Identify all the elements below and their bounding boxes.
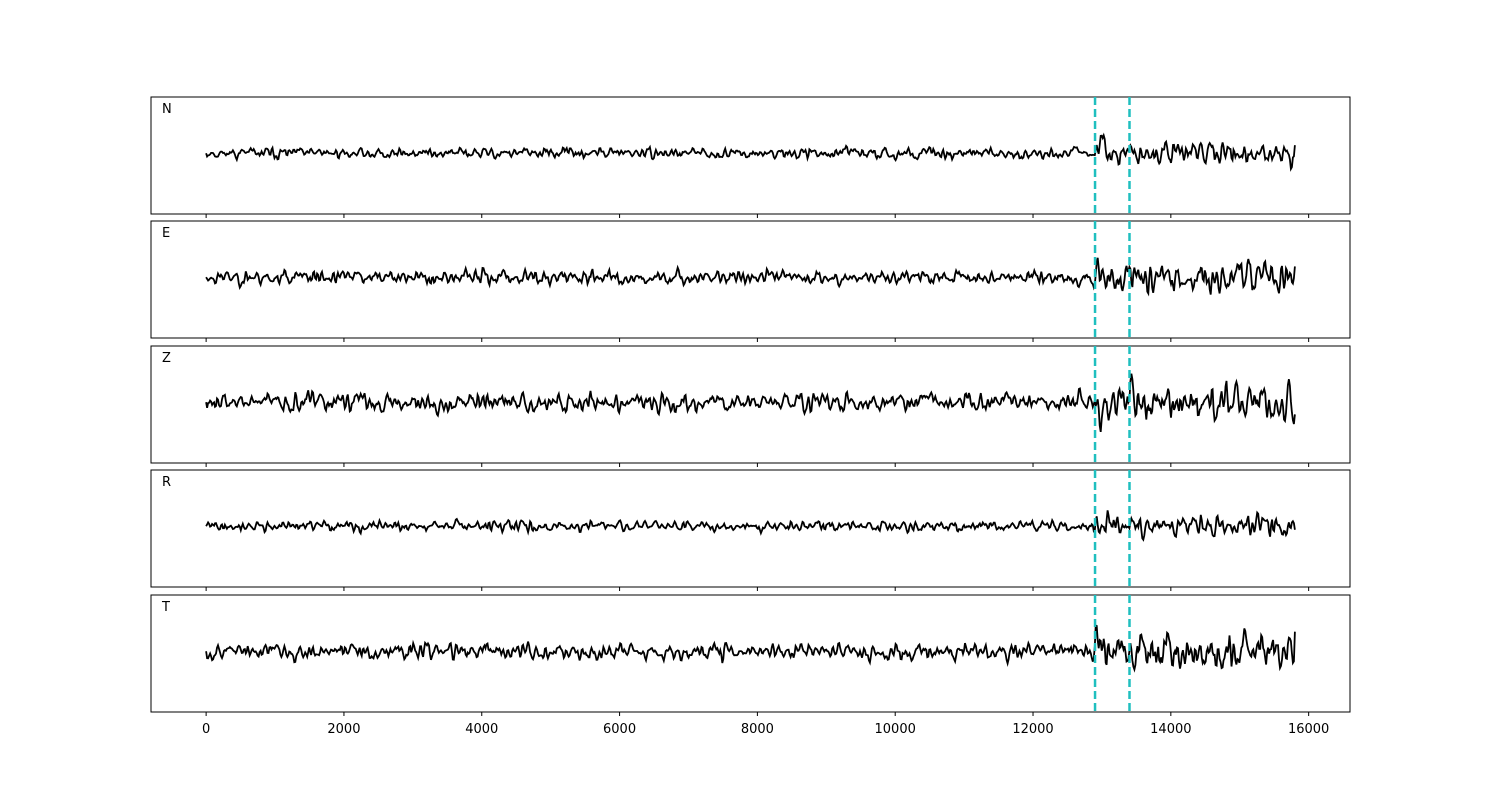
panel-label: T bbox=[161, 600, 170, 615]
panel-z: Z bbox=[150, 345, 1351, 467]
waveform-trace bbox=[205, 510, 1296, 542]
x-tick-label: 4000 bbox=[465, 722, 498, 737]
x-tick-label: 8000 bbox=[741, 722, 774, 737]
waveform-trace bbox=[205, 257, 1296, 297]
x-tick-label: 0 bbox=[202, 722, 210, 737]
waveform-trace bbox=[205, 624, 1296, 673]
x-tick-label: 2000 bbox=[327, 722, 360, 737]
panel-frame bbox=[150, 594, 1351, 713]
panel-n: N bbox=[150, 96, 1351, 218]
panel-label: R bbox=[162, 475, 171, 490]
panel-label: N bbox=[162, 102, 172, 117]
panel-label: E bbox=[162, 226, 170, 241]
waveform-trace bbox=[205, 373, 1296, 433]
panel-t: T bbox=[150, 594, 1351, 716]
x-tick-label: 14000 bbox=[1150, 722, 1191, 737]
x-tick-label: 16000 bbox=[1288, 722, 1329, 737]
x-tick-label: 12000 bbox=[1012, 722, 1053, 737]
panel-label: Z bbox=[162, 351, 171, 366]
panel-frame bbox=[150, 220, 1351, 339]
panel-r: R bbox=[150, 469, 1351, 591]
panel-frame bbox=[150, 96, 1351, 215]
waveform-trace bbox=[205, 132, 1296, 172]
panel-frame bbox=[150, 345, 1351, 464]
x-tick-label: 6000 bbox=[603, 722, 636, 737]
panel-frame bbox=[150, 469, 1351, 588]
x-axis: 0 2000 4000 6000 8000 10000 12000 14000 16000 bbox=[202, 722, 1329, 737]
x-tick-label: 10000 bbox=[875, 722, 916, 737]
panel-e: E bbox=[150, 220, 1351, 342]
panels-group: N E Z R T bbox=[150, 96, 1351, 716]
